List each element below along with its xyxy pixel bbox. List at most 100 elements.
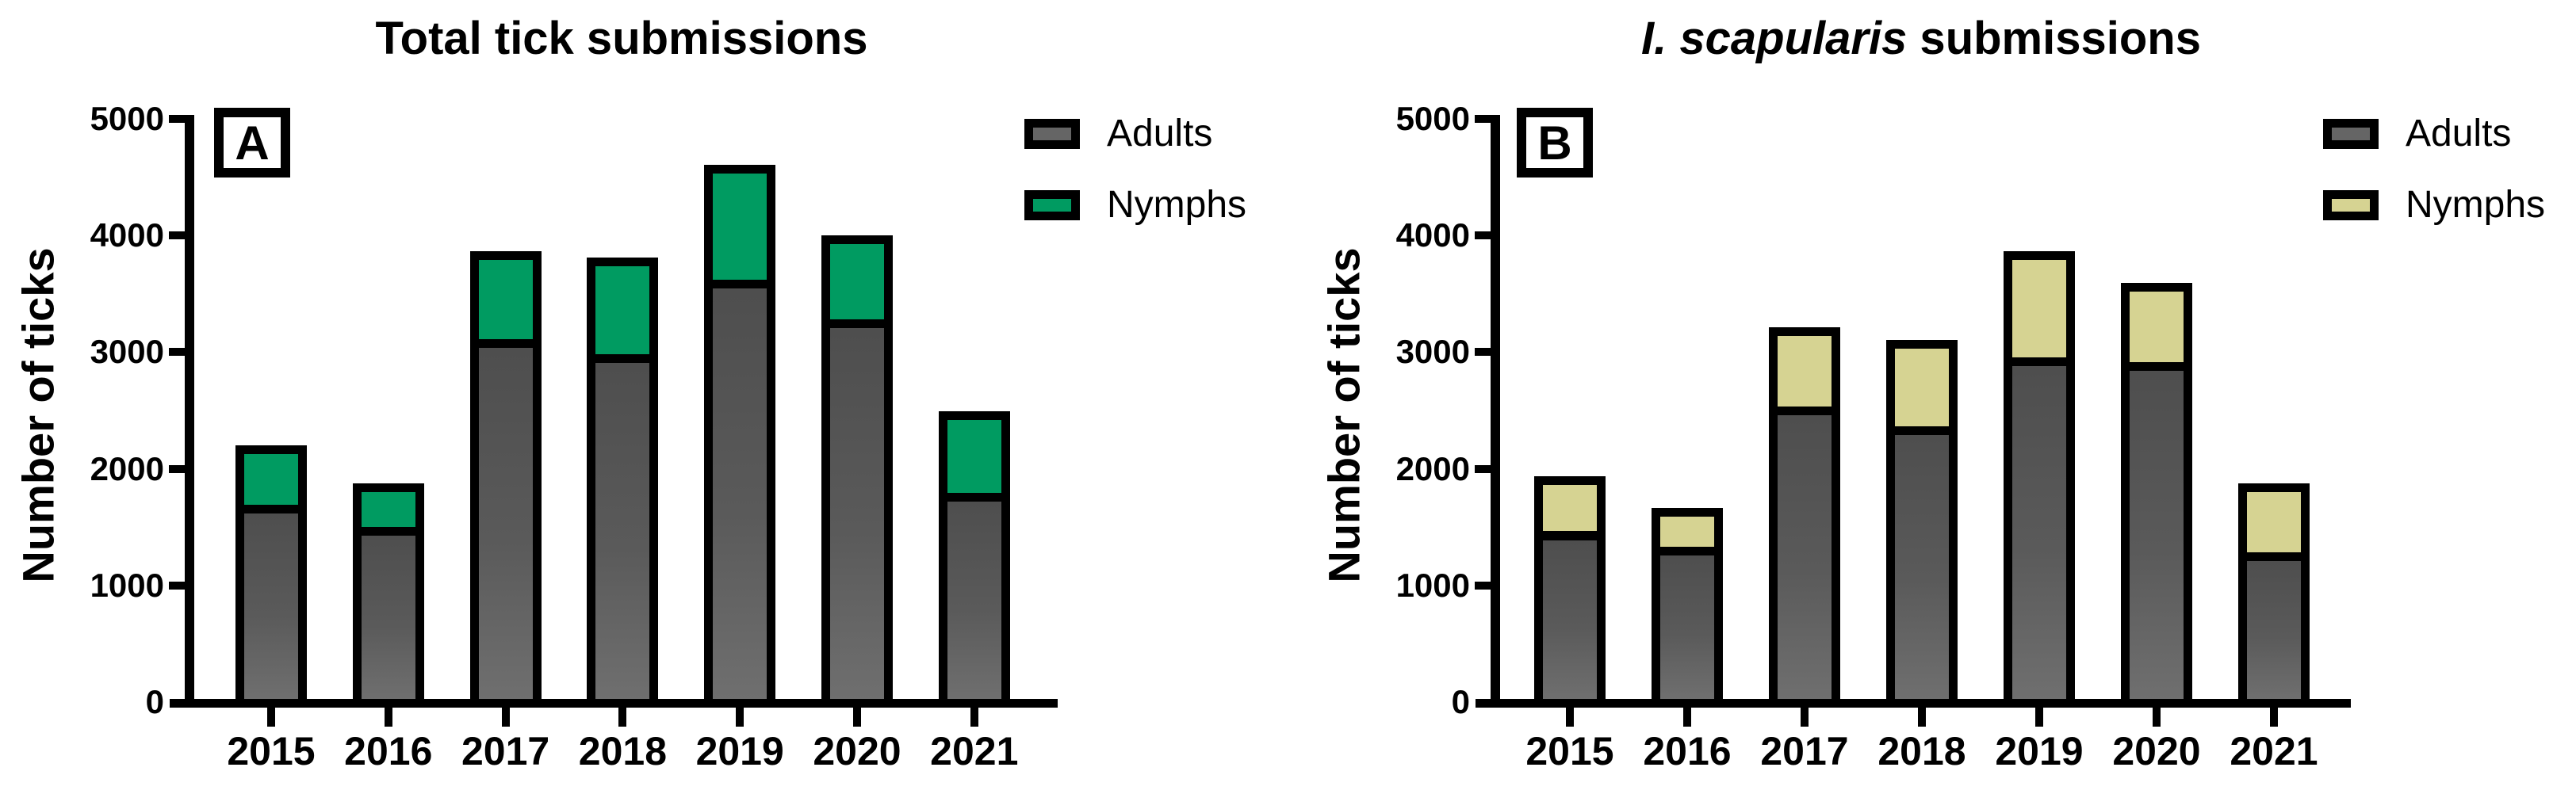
nymphs-swatch-icon xyxy=(2323,190,2379,220)
bar-2015-adults-segment xyxy=(235,504,307,708)
legend-label-nymphs: Nymphs xyxy=(1107,184,1247,226)
x-axis-line xyxy=(1476,699,2351,708)
x-tick-2017 xyxy=(501,708,510,727)
chart-title: Total tick submissions xyxy=(376,13,868,65)
bar-2019-nymphs-segment xyxy=(704,165,776,288)
adults-swatch-icon xyxy=(2323,119,2379,149)
chart-title-rest-part: submissions xyxy=(1907,13,2201,64)
adults-swatch-fill xyxy=(2332,128,2370,140)
legend-label-nymphs: Nymphs xyxy=(2406,184,2546,226)
legend-label-adults: Adults xyxy=(1107,113,1213,155)
x-tick-label-2020: 2020 xyxy=(813,729,901,773)
bar-2021-adults-segment xyxy=(938,492,1010,708)
y-axis-line xyxy=(1491,115,1500,708)
bar-2021-nymphs-segment xyxy=(938,410,1010,502)
x-tick-label-2018: 2018 xyxy=(1877,729,1966,773)
x-tick-2018 xyxy=(618,708,627,727)
bar-2020-nymphs-segment xyxy=(2121,282,2192,372)
panel-total-tick-submissions: Total tick submissions Number of ticks A… xyxy=(13,13,1247,773)
x-tick-2020 xyxy=(853,708,861,727)
panel-label-box-B: B xyxy=(1517,108,1593,178)
bar-2021-nymphs-segment xyxy=(2238,483,2310,561)
panel-label-box-A: A xyxy=(214,108,290,178)
bar-2019-nymphs-segment xyxy=(2004,251,2075,367)
x-tick-label-2021: 2021 xyxy=(930,729,1019,773)
bar-2016-nymphs-segment xyxy=(352,483,424,536)
x-tick-label-2016: 2016 xyxy=(1643,729,1732,773)
bar-2017-adults-segment xyxy=(1769,407,1840,708)
y-tick-3000 xyxy=(1475,348,1491,357)
y-tick-label-1000: 1000 xyxy=(90,566,164,604)
y-tick-label-3000: 3000 xyxy=(90,333,164,371)
y-tick-label-5000: 5000 xyxy=(90,100,164,137)
x-tick-2019 xyxy=(736,708,744,727)
chart-title-italic-part: I. scapularis xyxy=(1641,13,1908,64)
x-tick-2016 xyxy=(1683,708,1691,727)
x-tick-label-2017: 2017 xyxy=(461,729,550,773)
y-tick-label-2000: 2000 xyxy=(90,449,164,487)
x-tick-2020 xyxy=(2153,708,2161,727)
bar-2016-adults-segment xyxy=(352,526,424,708)
x-tick-2021 xyxy=(2270,708,2278,727)
bar-2018-adults-segment xyxy=(587,353,659,708)
x-tick-2016 xyxy=(384,708,392,727)
plot-area-B: 0 1000 2000 3000 4000 5000 2015 2016 2017 2018 201… xyxy=(1306,0,2576,794)
plot-area-A: 0 1000 2000 3000 4000 5000 2015 2016 2017 2018 201… xyxy=(90,100,1058,773)
bar-2020-adults-segment xyxy=(821,319,893,708)
x-tick-label-2015: 2015 xyxy=(1525,729,1614,773)
y-tick-label-2000: 2000 xyxy=(1395,449,1470,487)
bar-2017-adults-segment xyxy=(469,338,542,708)
y-tick-label-0: 0 xyxy=(145,683,164,720)
adults-swatch-fill xyxy=(1033,128,1071,140)
legend-item-adults: Adults xyxy=(2323,115,2511,153)
y-tick-label-0: 0 xyxy=(1451,683,1470,720)
y-tick-1000 xyxy=(169,581,185,590)
bar-2017-nymphs-segment xyxy=(1769,326,1840,415)
y-tick-label-4000: 4000 xyxy=(90,216,164,254)
x-tick-2017 xyxy=(1801,708,1809,727)
x-tick-label-2016: 2016 xyxy=(344,729,433,773)
bar-2019-adults-segment xyxy=(704,279,776,708)
bar-2020-adults-segment xyxy=(2121,362,2192,708)
x-axis-line xyxy=(170,699,1058,708)
x-tick-2015 xyxy=(267,708,275,727)
x-tick-label-2019: 2019 xyxy=(1995,729,2084,773)
x-tick-2015 xyxy=(1566,708,1574,727)
y-tick-label-5000: 5000 xyxy=(1395,100,1470,137)
bar-2017-nymphs-segment xyxy=(469,251,542,348)
y-tick-label-3000: 3000 xyxy=(1395,333,1470,371)
x-tick-label-2015: 2015 xyxy=(227,729,316,773)
bar-2015-adults-segment xyxy=(1534,531,1606,708)
bar-2019-adults-segment xyxy=(2004,357,2075,708)
nymphs-swatch-icon xyxy=(1024,190,1080,220)
bar-2018-nymphs-segment xyxy=(1886,340,1958,436)
x-tick-2018 xyxy=(1918,708,1926,727)
x-tick-label-2019: 2019 xyxy=(695,729,784,773)
bar-2016-nymphs-segment xyxy=(1652,508,1723,555)
panel-scapularis-submissions: I. scapularis submissions Number of tick… xyxy=(1306,0,2576,794)
y-tick-3000 xyxy=(169,348,185,357)
legend-item-nymphs: Nymphs xyxy=(1024,186,1246,224)
y-tick-1000 xyxy=(1475,581,1491,590)
x-tick-label-2021: 2021 xyxy=(2230,729,2318,773)
y-tick-label-1000: 1000 xyxy=(1395,566,1470,604)
x-tick-label-2018: 2018 xyxy=(578,729,667,773)
legend-item-adults: Adults xyxy=(1024,115,1212,153)
adults-swatch-icon xyxy=(1024,119,1080,149)
x-tick-label-2017: 2017 xyxy=(1760,729,1849,773)
bar-2018-nymphs-segment xyxy=(587,257,659,363)
chart-title: I. scapularis submissions xyxy=(1641,13,2201,65)
legend-label-adults: Adults xyxy=(2406,113,2512,155)
y-tick-label-4000: 4000 xyxy=(1395,216,1470,254)
y-tick-2000 xyxy=(169,464,185,473)
bar-2021-adults-segment xyxy=(2238,552,2310,708)
legend-item-nymphs: Nymphs xyxy=(2323,186,2545,224)
y-tick-5000 xyxy=(1475,115,1491,123)
y-tick-4000 xyxy=(169,231,185,240)
y-tick-4000 xyxy=(1475,231,1491,240)
nymphs-swatch-fill xyxy=(2332,199,2370,212)
y-tick-2000 xyxy=(1475,464,1491,473)
bar-2015-nymphs-segment xyxy=(235,445,307,513)
bar-2020-nymphs-segment xyxy=(821,235,893,328)
bar-2018-adults-segment xyxy=(1886,426,1958,708)
